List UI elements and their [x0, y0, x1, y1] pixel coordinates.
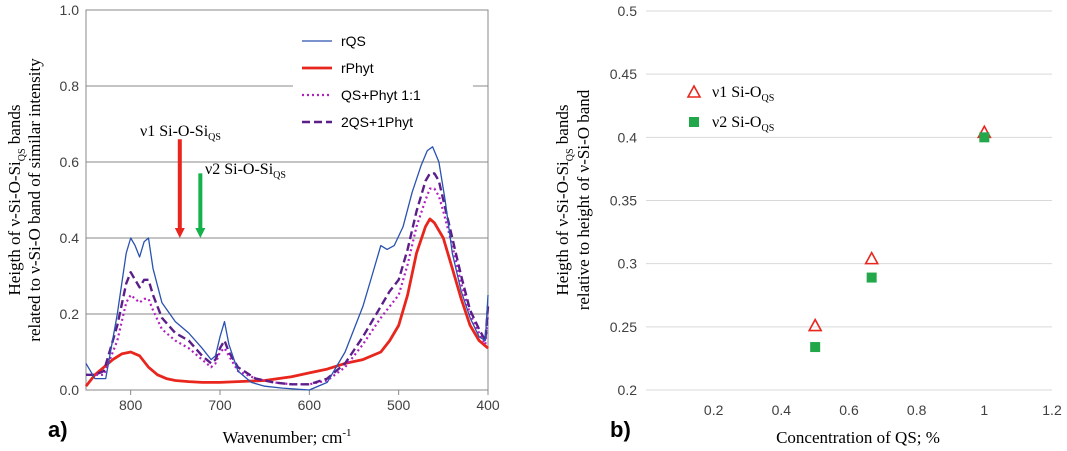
data-point-v1: [807, 317, 823, 332]
annotation-label: ν2 Si-O-SiQS: [205, 161, 286, 181]
annotation-label: ν1 Si-O-SiQS: [140, 123, 221, 143]
panel-label-b: b): [610, 417, 631, 442]
data-point-v2: [979, 132, 990, 143]
plot-area-a: [85, 9, 489, 391]
legend-marker: [686, 84, 702, 98]
x-tick-label-b: 1: [980, 402, 988, 418]
legend-label: ν2 Si-OQS: [712, 114, 774, 134]
y-tick-label-a: 0.8: [60, 78, 80, 94]
y-axis-label-a-line2: related to ν-Si-O band of similar intens…: [25, 58, 44, 342]
x-tick-label-b: 0.8: [907, 402, 927, 418]
x-tick-label-b: 1.2: [1042, 402, 1062, 418]
legend-box-a: [293, 30, 473, 138]
y-tick-label-a: 0.0: [60, 382, 80, 398]
x-tick-label-a: 600: [298, 397, 322, 413]
y-axis-label-b-line1: Heigth of ν-Si-O-SiQS bands: [553, 105, 576, 296]
chart-b: 0.2 0.25 0.3 0.35 0.4 0.45 0.5 0.2 0.4 0.6 0.8 1 1.…: [553, 3, 1062, 447]
legend-label: rQS: [341, 33, 366, 49]
y-tick-label-b: 0.4: [618, 129, 638, 145]
series-line-rphyt: [84, 217, 489, 388]
series-line-qs-phyt-1-1: [86, 187, 490, 386]
legend-marker: [689, 117, 699, 127]
legend-label: rPhyt: [341, 60, 374, 76]
y-tick-label-a: 0.6: [60, 154, 80, 170]
y-tick-label-b: 0.2: [618, 382, 638, 398]
x-axis-label-b: Concentration of QS; %: [776, 428, 940, 447]
x-axis-label-a: Wavenumber; cm-1: [222, 427, 351, 447]
y-tick-label-b: 0.3: [618, 256, 638, 272]
annotation-arrow-head: [174, 228, 185, 238]
annotation-arrow-head: [195, 228, 206, 238]
x-tick-label-a: 800: [119, 397, 143, 413]
y-tick-label-b: 0.45: [610, 66, 637, 82]
y-tick-label-a: 0.2: [60, 306, 80, 322]
legend-label: 2QS+1Phyt: [341, 114, 413, 130]
data-point-v1: [864, 250, 880, 265]
x-tick-label-b: 0.6: [839, 402, 859, 418]
x-tick-label-a: 700: [208, 397, 232, 413]
series-line-rqs: [85, 146, 489, 391]
series-line-2qs-1phyt: [86, 172, 490, 386]
x-tick-label-b: 0.2: [704, 402, 724, 418]
y-tick-label-b: 0.5: [618, 3, 638, 19]
x-tick-label-b: 0.4: [772, 402, 792, 418]
y-tick-label-b: 0.35: [610, 193, 637, 209]
y-axis-label-b-line2: relative to height of ν-Si-O band: [574, 89, 593, 310]
y-axis-label-a-line1: Heigth of ν-Si-O-SiQS bands: [5, 105, 28, 296]
y-tick-label-a: 1.0: [60, 2, 80, 18]
x-tick-label-a: 500: [387, 397, 411, 413]
legend-label: ν1 Si-OQS: [712, 84, 774, 104]
panel-label-a: a): [48, 417, 68, 442]
chart-a: 0.0 0.2 0.4 0.6 0.8 1.0 800 700 600 500 400 ν1 Si…: [5, 2, 500, 447]
data-point-v2: [866, 272, 877, 283]
y-tick-label-b: 0.25: [610, 319, 637, 335]
y-tick-label-a: 0.4: [60, 230, 80, 246]
x-tick-label-a: 400: [476, 397, 500, 413]
legend-label: QS+Phyt 1:1: [341, 87, 421, 103]
data-point-v2: [810, 342, 821, 353]
